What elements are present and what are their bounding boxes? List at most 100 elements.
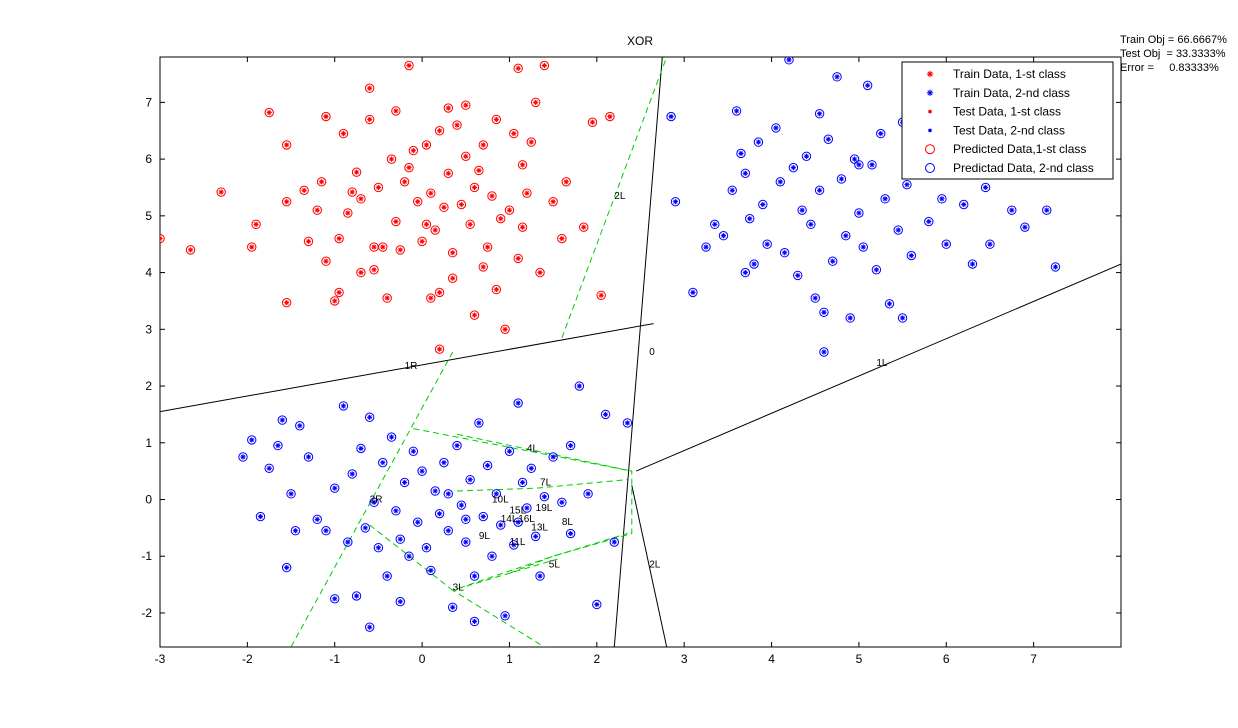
- decision-line-6: [413, 428, 633, 647]
- point-class2-87: [360, 523, 371, 533]
- point-class1-18: [343, 208, 353, 218]
- point-class2-144: [395, 596, 405, 607]
- x-tick-label-2: -1: [329, 652, 340, 666]
- point-class2-131: [565, 528, 576, 539]
- point-class1-27: [378, 242, 388, 252]
- x-tick-label-5: 2: [593, 652, 600, 666]
- point-class2-100: [417, 466, 427, 476]
- legend-entry-2: Test Data, 1-st class: [928, 105, 1061, 119]
- point-class2-69: [247, 435, 257, 445]
- point-class2-4: [710, 219, 720, 230]
- point-class1-4: [251, 219, 261, 230]
- point-class2-6: [727, 185, 737, 196]
- point-class2-12: [753, 137, 764, 147]
- point-class2-39: [876, 128, 886, 139]
- point-class2-119: [500, 611, 510, 621]
- point-class2-25: [814, 185, 825, 196]
- point-class1-42: [434, 126, 445, 136]
- point-class1-59: [500, 324, 510, 335]
- point-class2-93: [386, 432, 397, 442]
- point-class2-126: [530, 531, 541, 542]
- point-class2-129: [548, 452, 558, 462]
- point-class1-20: [351, 167, 362, 177]
- point-class2-80: [321, 526, 331, 536]
- point-class1-44: [439, 202, 449, 213]
- legend-entry-3: Test Data, 2-nd class: [928, 123, 1065, 137]
- point-class2-73: [277, 415, 288, 425]
- point-class1-40: [426, 188, 436, 198]
- point-class2-106: [443, 526, 453, 536]
- point-class1-81: [447, 273, 458, 283]
- point-class1-68: [539, 60, 550, 71]
- point-class2-136: [609, 537, 619, 547]
- point-class1-26: [373, 182, 384, 193]
- line-label-5: 2R: [370, 494, 383, 505]
- point-class2-23: [806, 219, 816, 230]
- point-class2-82: [338, 401, 349, 411]
- point-class2-88: [364, 412, 375, 422]
- point-class2-133: [583, 489, 593, 499]
- point-class2-132: [574, 381, 585, 391]
- point-class1-63: [517, 160, 528, 170]
- point-class1-39: [426, 293, 436, 303]
- point-class1-70: [557, 233, 567, 244]
- point-class2-140: [443, 489, 453, 499]
- stats-block: Train Obj = 66.6667% Test Obj = 33.3333%…: [1120, 33, 1227, 75]
- y-tick-label-7: 5: [145, 209, 152, 223]
- point-class2-118: [496, 520, 506, 530]
- legend-label-4: Predicted Data,1-st class: [953, 142, 1086, 156]
- point-class2-90: [373, 543, 384, 553]
- point-class1-62: [513, 253, 523, 264]
- point-class1-54: [478, 140, 488, 150]
- point-class2-52: [967, 259, 978, 269]
- point-class1-36: [413, 196, 423, 207]
- point-class2-58: [1042, 205, 1052, 215]
- point-class2-75: [286, 489, 296, 499]
- stat-train-obj: Train Obj = 66.6667%: [1120, 34, 1227, 46]
- legend-entry-1: Train Data, 2-nd class: [926, 86, 1070, 100]
- point-class2-30: [836, 174, 847, 184]
- line-label-16: 9L: [479, 531, 491, 542]
- line-label-17: 5L: [549, 560, 561, 571]
- point-class1-75: [605, 111, 615, 122]
- point-class1-50: [461, 151, 471, 161]
- point-class2-111: [465, 474, 475, 485]
- line-label-9: 11L: [509, 537, 525, 548]
- point-class2-51: [959, 199, 969, 210]
- point-class2-36: [862, 80, 873, 91]
- point-class1-16: [334, 287, 344, 298]
- point-class1-79: [513, 63, 523, 74]
- legend-label-5: Predictad Data, 2-nd class: [953, 161, 1094, 175]
- point-class2-15: [771, 123, 781, 133]
- point-class2-108: [452, 440, 462, 451]
- decision-line-1: [160, 323, 654, 413]
- point-class2-109: [456, 500, 467, 510]
- point-class1-85: [469, 182, 480, 193]
- point-class2-53: [980, 182, 991, 193]
- point-class2-18: [784, 57, 794, 65]
- point-class1-32: [395, 245, 405, 255]
- point-class2-145: [469, 616, 480, 627]
- point-class1-14: [321, 256, 331, 266]
- point-class1-47: [447, 248, 458, 258]
- point-class1-35: [408, 145, 419, 156]
- point-class2-34: [854, 208, 864, 218]
- line-label-1: 1R: [405, 361, 418, 372]
- point-class2-138: [565, 440, 576, 451]
- point-class2-130: [557, 497, 567, 508]
- point-class1-13: [321, 111, 331, 122]
- y-tick-label-1: -1: [141, 549, 152, 563]
- point-class2-134: [592, 599, 602, 610]
- line-label-13: 16L: [518, 514, 535, 525]
- point-class1-34: [404, 162, 414, 173]
- point-class1-10: [303, 236, 314, 247]
- line-label-3: 2L: [614, 191, 626, 202]
- point-class2-142: [364, 622, 375, 632]
- point-class1-71: [561, 177, 571, 187]
- point-class2-115: [482, 460, 493, 471]
- point-class1-8: [281, 297, 292, 308]
- point-class1-6: [281, 140, 292, 150]
- point-class1-84: [421, 219, 432, 230]
- point-class2-85: [351, 591, 362, 601]
